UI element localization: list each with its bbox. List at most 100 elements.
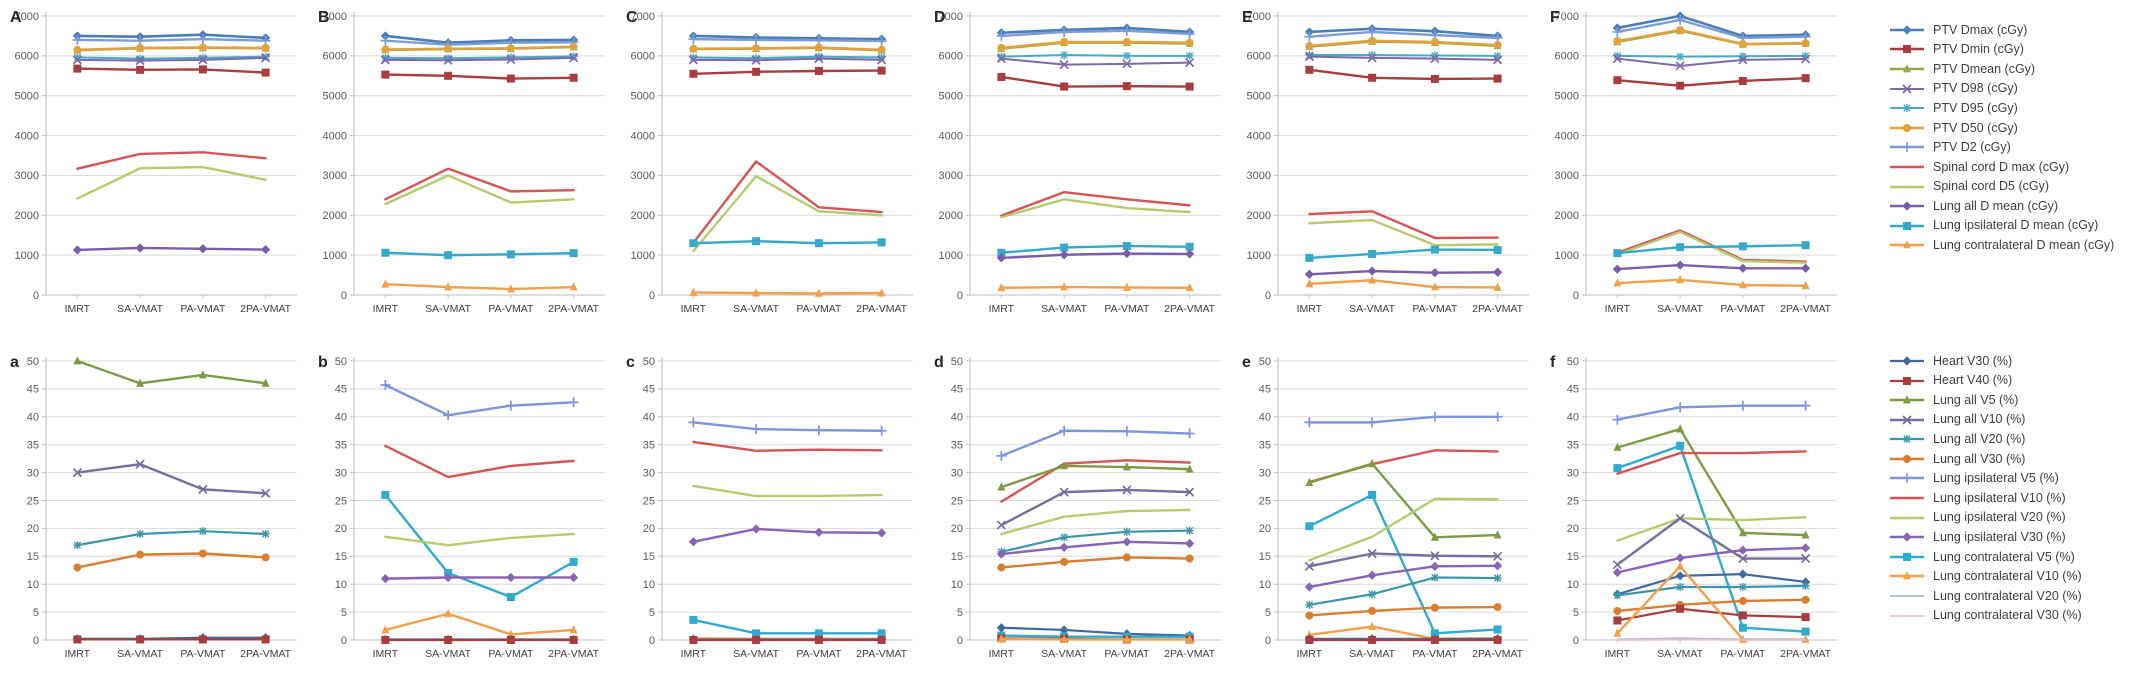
marker-diamond bbox=[1902, 201, 1912, 211]
series-lung-contralateral-d-mean-cgy bbox=[1613, 275, 1810, 290]
x-tick-label: 2PA-VMAT bbox=[240, 303, 292, 315]
legend-dose-item-11: Lung contralateral D mean (cGy) bbox=[1888, 236, 2150, 256]
marker-plus bbox=[876, 425, 887, 436]
panel-c-chart: 0 5 10 15 20 25 30 35 40 45 50 IMRT SA-VMAT PA-VMAT 2P… bbox=[616, 345, 924, 690]
series-ptv-d98-cgy bbox=[380, 53, 579, 65]
y-tick-label: 50 bbox=[1567, 356, 1579, 368]
marker-x bbox=[1185, 487, 1195, 497]
y-tick-label: 0 bbox=[341, 635, 347, 647]
series-spinal-cord-d-max-cgy bbox=[692, 160, 883, 244]
legend-label: PTV D2 (cGy) bbox=[1933, 140, 2011, 155]
series-spinal-cord-d5-cgy bbox=[1000, 198, 1191, 219]
marker-diamond bbox=[1367, 570, 1377, 580]
panel-label: d bbox=[934, 354, 944, 371]
panel-label: F bbox=[1550, 9, 1560, 26]
marker-plus bbox=[380, 379, 391, 390]
y-tick-label: 10 bbox=[1567, 579, 1579, 591]
legend-label: PTV D98 (cGy) bbox=[1933, 81, 2018, 96]
series-ptv-d2-cgy bbox=[688, 34, 887, 47]
marker-x bbox=[198, 484, 208, 494]
y-tick-label: 40 bbox=[335, 412, 347, 424]
legend-dose-item-10: Lung ipsilateral D mean (cGy) bbox=[1888, 216, 2150, 236]
marker-x bbox=[1612, 54, 1622, 64]
marker-circle bbox=[506, 44, 515, 53]
x-tick-label: IMRT bbox=[373, 648, 399, 660]
legend-dose-item-6: PTV D2 (cGy) bbox=[1888, 138, 2150, 158]
x-tick-label: SA-VMAT bbox=[1657, 648, 1703, 660]
marker-circle bbox=[444, 44, 453, 53]
marker-triangle bbox=[1305, 477, 1314, 487]
y-tick-label: 7000 bbox=[15, 11, 39, 23]
marker-x bbox=[1304, 561, 1314, 571]
marker-diamond bbox=[1612, 567, 1622, 578]
x-tick-label: 2PA-VMAT bbox=[856, 303, 908, 315]
marker-square bbox=[1368, 73, 1377, 82]
marker-plus bbox=[1737, 400, 1748, 411]
legend-swatch-3 bbox=[1890, 83, 1924, 94]
legend-swatch-9 bbox=[1890, 201, 1924, 211]
y-tick-label: 25 bbox=[1567, 495, 1579, 507]
series-ptv-d98-cgy bbox=[72, 53, 271, 66]
marker-square bbox=[136, 65, 145, 74]
marker-circle bbox=[689, 44, 698, 53]
y-tick-label: 5000 bbox=[323, 91, 347, 103]
legend-volume-item-2: Lung all V5 (%) bbox=[1888, 390, 2150, 410]
marker-square bbox=[1903, 45, 1911, 54]
panel-f-chart: 0 5 10 15 20 25 30 35 40 45 50 IMRT SA-VMAT PA-VMAT 2P… bbox=[1540, 345, 1848, 690]
y-tick-label: 35 bbox=[643, 440, 655, 452]
panel-e-chart: 0 5 10 15 20 25 30 35 40 45 50 IMRT SA-VMAT PA-VMAT 2P… bbox=[1232, 345, 1540, 690]
y-tick-label: 6000 bbox=[631, 51, 655, 63]
marker-x bbox=[1367, 548, 1377, 559]
y-tick-label: 30 bbox=[27, 467, 39, 479]
marker-diamond bbox=[877, 528, 887, 538]
marker-square bbox=[136, 635, 145, 644]
y-tick-label: 1000 bbox=[631, 250, 655, 262]
legend-swatch-8 bbox=[1890, 516, 1924, 519]
marker-plus bbox=[1429, 411, 1440, 422]
legend-swatch-3 bbox=[1890, 415, 1924, 425]
legend-dose-item-5: PTV D50 (cGy) bbox=[1888, 118, 2150, 138]
marker-x bbox=[1675, 513, 1685, 523]
marker-square bbox=[569, 636, 578, 644]
x-tick-label: PA-VMAT bbox=[180, 303, 226, 315]
series-ptv-d98-cgy bbox=[1612, 54, 1811, 71]
x-tick-label: IMRT bbox=[1297, 648, 1323, 660]
legend-swatch-8 bbox=[1890, 185, 1924, 188]
marker-diamond bbox=[1738, 263, 1748, 273]
y-tick-label: 25 bbox=[335, 495, 347, 507]
y-tick-label: 6000 bbox=[939, 51, 963, 63]
marker-square bbox=[73, 635, 82, 644]
marker-diamond bbox=[135, 243, 145, 253]
series-lung-all-v5 bbox=[73, 356, 270, 387]
y-tick-label: 5 bbox=[1573, 607, 1579, 619]
series-lung-all-v10 bbox=[1612, 513, 1811, 570]
marker-square bbox=[444, 71, 453, 80]
marker-circle bbox=[1430, 603, 1439, 612]
marker-plus bbox=[443, 410, 454, 421]
series-lung-ipsilateral-v5 bbox=[688, 417, 887, 436]
marker-square bbox=[752, 237, 761, 246]
marker-circle bbox=[73, 563, 82, 572]
x-tick-label: SA-VMAT bbox=[425, 303, 471, 315]
marker-square bbox=[569, 557, 578, 566]
y-tick-label: 4000 bbox=[939, 130, 963, 142]
x-tick-label: 2PA-VMAT bbox=[1164, 648, 1216, 660]
marker-x bbox=[72, 467, 82, 478]
marker-square bbox=[1430, 629, 1439, 638]
marker-asterisk bbox=[1060, 533, 1069, 542]
marker-square bbox=[1185, 82, 1194, 91]
series-lung-all-v10 bbox=[1304, 548, 1503, 571]
x-tick-label: 2PA-VMAT bbox=[240, 648, 292, 660]
marker-plus bbox=[751, 34, 762, 45]
marker-triangle bbox=[1493, 282, 1502, 291]
x-tick-label: PA-VMAT bbox=[1104, 303, 1150, 315]
marker-square bbox=[261, 635, 270, 644]
marker-triangle bbox=[506, 629, 515, 638]
legend-label: Lung all V10 (%) bbox=[1933, 412, 2026, 427]
y-tick-label: 0 bbox=[649, 290, 655, 302]
legend-swatch-0 bbox=[1890, 25, 1924, 35]
marker-triangle bbox=[1430, 532, 1439, 541]
series-lung-ipsilateral-v5 bbox=[996, 425, 1195, 461]
marker-triangle bbox=[1430, 282, 1439, 291]
marker-circle bbox=[569, 42, 578, 51]
